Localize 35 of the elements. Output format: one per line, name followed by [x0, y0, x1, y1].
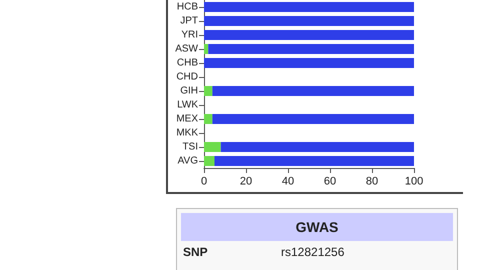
x-tick-label: 20 — [240, 176, 252, 188]
text: GWAS — [181, 213, 453, 241]
y-tick-label: ASW — [175, 44, 199, 54]
y-tick-label: AVG — [178, 156, 198, 166]
y-tick-label: JPT — [180, 16, 198, 26]
y-tick-label: CHB — [176, 58, 198, 68]
bar — [212, 86, 414, 96]
y-tick-label: YRI — [181, 30, 198, 40]
y-tick-label: GIH — [180, 86, 198, 96]
x-tick-label: 60 — [324, 176, 336, 188]
bar — [204, 114, 212, 124]
bar — [204, 2, 414, 12]
y-tick-label: TSI — [182, 142, 198, 152]
bar — [204, 156, 214, 166]
bar — [212, 114, 414, 124]
bar — [204, 16, 414, 26]
y-tick-label: MKK — [176, 128, 198, 138]
bar — [204, 86, 212, 96]
bar — [214, 156, 414, 166]
text: SNP — [183, 245, 208, 259]
y-tick-label: LWK — [177, 100, 198, 110]
bar — [220, 142, 414, 152]
y-tick-label: HCB — [176, 2, 198, 12]
bar — [204, 58, 414, 68]
bar — [204, 44, 208, 54]
x-tick-label: 80 — [366, 176, 378, 188]
y-tick-label: MEX — [176, 114, 198, 124]
bar — [204, 142, 221, 152]
x-tick-label: 0 — [200, 176, 208, 188]
x-tick-label: 100 — [404, 176, 424, 188]
bar — [208, 44, 414, 54]
bar — [204, 30, 414, 40]
x-tick-label: 40 — [282, 176, 294, 188]
text: rs12821256 — [281, 245, 344, 259]
y-tick-label: CHD — [176, 72, 198, 82]
